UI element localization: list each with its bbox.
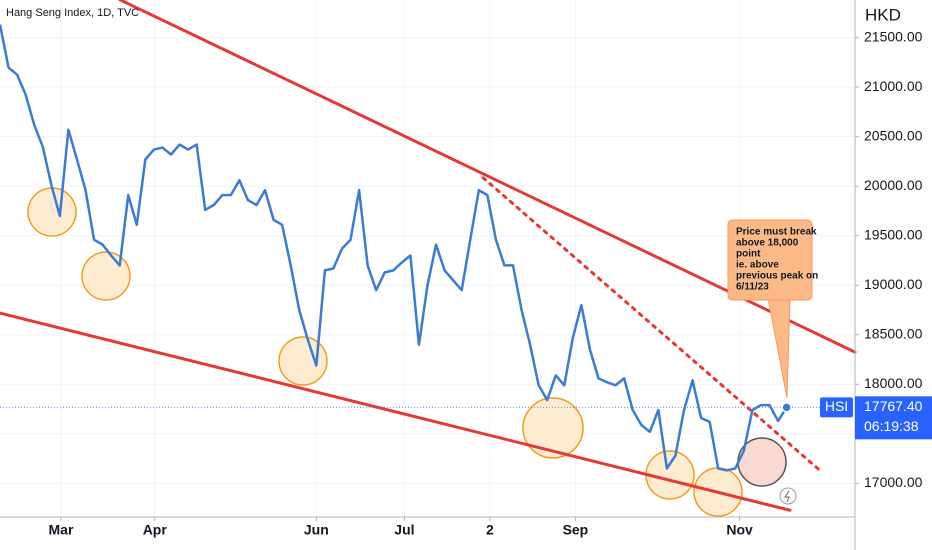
circle — [81, 251, 131, 301]
x-tick-label: 2 — [486, 522, 494, 538]
y-tick-label: 20500.00 — [864, 127, 923, 143]
icon[interactable] — [779, 487, 797, 505]
price-label: 17767.40 — [864, 398, 923, 414]
axes: 17000.0017500.0018000.0018500.0019000.00… — [49, 28, 932, 538]
y-tick-label: 21000.00 — [864, 78, 923, 94]
icon — [784, 490, 790, 503]
x-tick-label: Jun — [304, 522, 329, 538]
price-line-series — [0, 24, 788, 472]
circle — [27, 187, 77, 237]
callout-text: above 18,000 — [736, 238, 799, 249]
price-box — [855, 396, 932, 440]
callout-text: 6/11/23 — [736, 282, 769, 293]
currency: HKD — [865, 5, 901, 24]
y-tick-label: 21500.00 — [864, 28, 923, 44]
trendline — [0, 311, 792, 512]
x-tick-label: Nov — [726, 522, 753, 538]
trendline — [481, 176, 822, 472]
x-tick-label: Mar — [49, 522, 74, 538]
y-tick-label: 20000.00 — [864, 177, 923, 193]
x-tick-label: Sep — [563, 522, 589, 538]
grid — [0, 0, 855, 517]
price-time: 06:19:38 — [864, 418, 919, 434]
circle — [522, 397, 584, 459]
callout-text: Price must break — [736, 227, 817, 238]
chart-title: Hang Seng Index, 1D, TVC — [6, 7, 139, 19]
callout-text: ie. above — [736, 260, 779, 271]
y-tick-label: 19500.00 — [864, 226, 923, 242]
x-tick-label: Jul — [394, 522, 414, 538]
x-tick-label: Apr — [143, 522, 168, 538]
y-tick-label: 18500.00 — [864, 325, 923, 341]
highlight-circles — [27, 187, 787, 517]
y-tick-label: 17000.00 — [864, 474, 923, 490]
series-name: HSI — [825, 398, 848, 414]
callout-text: previous peak on — [736, 271, 818, 282]
callout-box — [727, 219, 813, 301]
callout-text: point — [736, 249, 761, 260]
circle — [278, 336, 328, 386]
series-tag — [820, 397, 853, 418]
y-tick-label: 19000.00 — [864, 276, 923, 292]
last-point — [781, 402, 792, 413]
y-tick-label: 18000.00 — [864, 375, 923, 391]
